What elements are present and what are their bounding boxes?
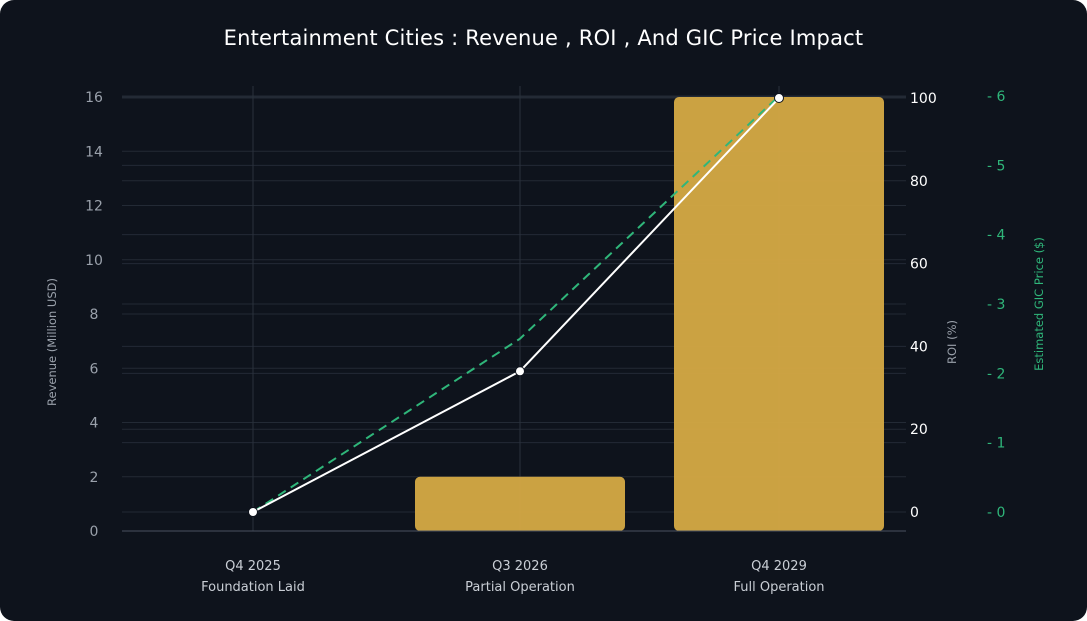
roi-tick-100: 100: [910, 91, 937, 107]
gic-axis-title: Estimated GIC Price ($): [1032, 237, 1046, 371]
roi-tick-20: 20: [910, 422, 928, 438]
gic-axis-ticks: - 0 - 1 - 2 - 3 - 4 - 5 - 6: [987, 89, 1006, 521]
left-tick-6: 6: [90, 361, 99, 377]
roi-line: [248, 93, 784, 517]
roi-point-0: [248, 507, 258, 517]
gic-tick-5: - 5: [987, 158, 1005, 174]
bar-q4-2029: [674, 97, 884, 531]
left-axis-ticks: 0 2 4 6 8 10 12 14 16: [85, 90, 103, 540]
category-label-1: Q3 2026: [492, 559, 548, 574]
roi-axis-ticks: 0 20 40 60 80 100: [910, 91, 937, 521]
roi-tick-80: 80: [910, 174, 928, 190]
category-sublabel-2: Full Operation: [733, 580, 824, 595]
roi-axis-title: ROI (%): [945, 320, 959, 364]
roi-tick-40: 40: [910, 339, 928, 355]
gic-price-polyline: [252, 95, 780, 513]
category-labels: Q4 2025 Foundation Laid Q3 2026 Partial Ope…: [201, 559, 824, 595]
bar-q3-2026: [415, 476, 625, 531]
gic-tick-6: - 6: [987, 89, 1006, 105]
left-tick-4: 4: [90, 416, 99, 432]
roi-point-2: [774, 93, 784, 103]
left-tick-10: 10: [85, 253, 103, 269]
left-axis-title: Revenue (Million USD): [45, 278, 59, 406]
gic-tick-4: - 4: [987, 228, 1006, 244]
category-sublabel-0: Foundation Laid: [201, 580, 305, 595]
left-tick-14: 14: [85, 144, 103, 160]
left-tick-16: 16: [85, 90, 103, 106]
left-tick-12: 12: [85, 199, 103, 215]
category-sublabel-1: Partial Operation: [465, 580, 575, 595]
gic-tick-2: - 2: [987, 366, 1005, 382]
roi-tick-0: 0: [910, 505, 919, 521]
left-tick-8: 8: [90, 307, 99, 323]
roi-point-1: [515, 366, 525, 377]
gic-tick-1: - 1: [987, 436, 1005, 452]
roi-tick-60: 60: [910, 257, 928, 273]
gic-tick-3: - 3: [987, 297, 1005, 313]
revenue-bars: [415, 97, 884, 531]
left-tick-2: 2: [90, 470, 99, 486]
chart-title: Entertainment Cities : Revenue , ROI , A…: [223, 26, 864, 50]
left-tick-0: 0: [90, 524, 99, 540]
gic-price-line: [252, 95, 780, 513]
category-label-0: Q4 2025: [225, 559, 281, 574]
gic-tick-0: - 0: [987, 505, 1005, 521]
category-label-2: Q4 2029: [751, 559, 807, 574]
